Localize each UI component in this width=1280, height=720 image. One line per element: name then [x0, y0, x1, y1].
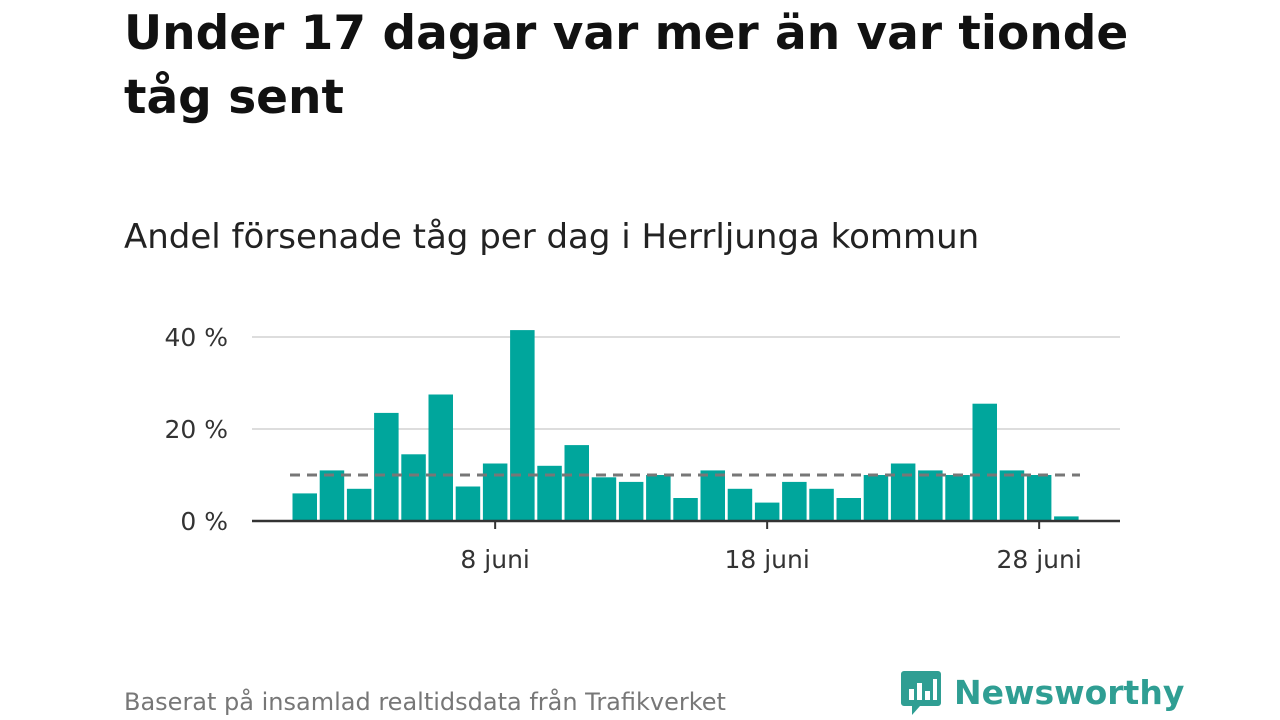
bar — [999, 470, 1025, 521]
bar — [292, 493, 317, 521]
brand-name: Newsworthy — [954, 673, 1185, 712]
bar — [1026, 475, 1052, 521]
bar — [673, 498, 698, 521]
chart-title: Under 17 dagar var mer än var tionde tåg… — [124, 6, 1129, 125]
y-tick-label: 0 % — [180, 507, 228, 536]
bar — [782, 481, 807, 521]
brand-logo: Newsworthy — [900, 668, 1184, 718]
bar — [700, 470, 725, 521]
bar — [455, 486, 481, 521]
chart-subtitle: Andel försenade tåg per dag i Herrljunga… — [124, 217, 980, 257]
bar — [482, 463, 508, 521]
bar — [618, 481, 644, 521]
bar — [863, 475, 889, 521]
x-tick-label: 18 juni — [724, 545, 809, 574]
bar — [646, 475, 671, 521]
y-tick-label: 20 % — [164, 415, 228, 444]
bar — [809, 488, 834, 521]
bar — [564, 445, 589, 521]
bar — [510, 330, 535, 521]
bar — [374, 412, 399, 521]
bar — [591, 477, 617, 521]
bar — [319, 470, 345, 521]
bar — [754, 502, 780, 521]
bar — [836, 498, 861, 521]
newsworthy-chart-bubble-icon — [901, 671, 941, 715]
bar — [346, 488, 372, 521]
bar — [428, 394, 453, 521]
bar — [890, 463, 916, 521]
bar — [401, 454, 426, 521]
bar — [945, 475, 970, 521]
x-tick-label: 8 juni — [460, 545, 529, 574]
bar — [727, 488, 753, 521]
bar-chart: 0 % 20 % 40 % 8 juni 18 juni 28 juni — [164, 323, 1120, 574]
bar — [918, 470, 943, 521]
y-tick-label: 40 % — [164, 323, 228, 352]
bar — [972, 403, 997, 521]
bar — [1054, 516, 1079, 521]
source-note: Baserat på insamlad realtidsdata från Tr… — [124, 688, 726, 716]
x-tick-label: 28 juni — [996, 545, 1081, 574]
